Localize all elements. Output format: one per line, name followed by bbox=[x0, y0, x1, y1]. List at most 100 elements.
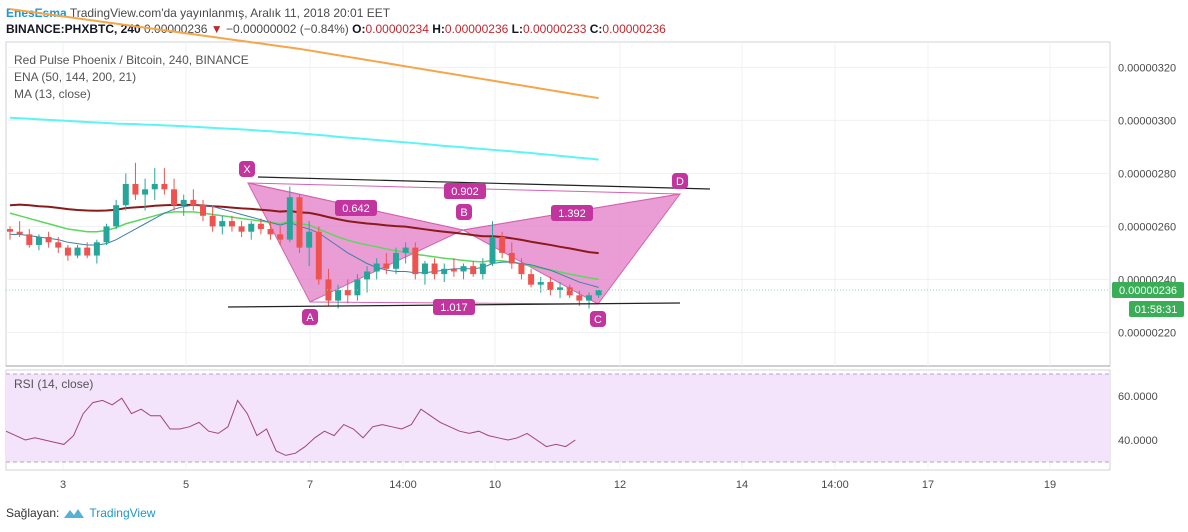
candle bbox=[228, 215, 235, 232]
candle-body bbox=[499, 237, 506, 253]
tradingview-link[interactable]: TradingView bbox=[89, 506, 156, 520]
candle-body bbox=[373, 263, 380, 272]
candle bbox=[180, 194, 187, 216]
candle-body bbox=[122, 184, 129, 206]
candle-body bbox=[364, 271, 371, 280]
candle-body bbox=[306, 231, 313, 248]
rsi-tick-label: 40.0000 bbox=[1118, 435, 1158, 447]
point-badge bbox=[302, 309, 318, 325]
candle-body bbox=[470, 266, 477, 275]
chart-header: EnesEsma TradingView.com'da yayınlanmış,… bbox=[6, 5, 666, 37]
candle-body bbox=[151, 184, 158, 190]
chart-title-legend[interactable]: Red Pulse Phoenix / Bitcoin, 240, BINANC… bbox=[14, 53, 249, 67]
candle-body bbox=[489, 237, 496, 264]
ema-legend[interactable]: ENA (50, 144, 200, 21) bbox=[14, 70, 137, 84]
candle bbox=[354, 274, 361, 301]
candle-body bbox=[528, 274, 535, 285]
candle-body bbox=[142, 189, 149, 195]
price-change: −0.00000002 (−0.84%) bbox=[226, 22, 349, 36]
candle-body bbox=[103, 226, 110, 243]
candle bbox=[74, 244, 81, 259]
candle bbox=[190, 189, 197, 211]
candle bbox=[132, 162, 139, 200]
tradingview-logo-icon bbox=[64, 509, 85, 518]
series-line-3 bbox=[9, 8, 599, 100]
close-label: C: bbox=[589, 22, 603, 36]
candle-body bbox=[277, 234, 284, 240]
ratio-label: 1.392 bbox=[558, 208, 586, 220]
y-tick-label: 0.00000280 bbox=[1118, 168, 1176, 180]
open-label: O: bbox=[352, 22, 366, 36]
candle-body bbox=[325, 279, 332, 301]
candle bbox=[470, 260, 477, 277]
y-tick-label: 0.00000300 bbox=[1118, 115, 1176, 127]
x-tick-label: 3 bbox=[60, 479, 66, 491]
candle-body bbox=[257, 223, 264, 230]
candle-body bbox=[171, 189, 178, 206]
last-price: 0.00000236 bbox=[144, 22, 208, 36]
candle-body bbox=[412, 247, 419, 275]
candle bbox=[142, 178, 149, 211]
candle-body bbox=[286, 197, 293, 240]
low-label: L: bbox=[511, 22, 523, 36]
point-label: D bbox=[676, 176, 684, 188]
candle bbox=[315, 226, 322, 285]
candle bbox=[248, 221, 255, 240]
candle-body bbox=[479, 263, 486, 275]
candle-body bbox=[508, 252, 515, 264]
series-line-5 bbox=[10, 204, 599, 288]
candle bbox=[238, 221, 245, 237]
candle-body bbox=[335, 290, 342, 301]
candle bbox=[547, 276, 554, 296]
candle bbox=[383, 252, 390, 275]
candle bbox=[344, 279, 351, 304]
point-a: A bbox=[302, 309, 318, 325]
candle-body bbox=[200, 205, 206, 216]
y-tick-label: 0.00000260 bbox=[1118, 221, 1176, 233]
high-value: 0.00000236 bbox=[444, 22, 509, 36]
ratio-badge bbox=[433, 299, 475, 315]
x-tick-label: 12 bbox=[614, 479, 626, 491]
candle-body bbox=[441, 268, 448, 275]
low-value: 0.00000233 bbox=[522, 22, 587, 36]
candle-body bbox=[64, 247, 71, 256]
candle bbox=[393, 247, 399, 275]
candle bbox=[431, 258, 438, 280]
candle-body bbox=[7, 229, 13, 232]
x-tick-label: 17 bbox=[922, 479, 934, 491]
candle bbox=[122, 173, 129, 211]
candle bbox=[325, 268, 332, 306]
candle-body bbox=[190, 199, 197, 206]
y-tick-label: 0.00000320 bbox=[1118, 62, 1176, 74]
candle-body bbox=[84, 247, 91, 256]
ratio-label: 1.017 bbox=[440, 302, 468, 314]
candle-body bbox=[402, 247, 409, 253]
point-badge bbox=[456, 204, 472, 220]
x-tick-label: 14:00 bbox=[389, 479, 417, 491]
point-badge bbox=[590, 311, 606, 327]
point-x: X bbox=[239, 161, 255, 177]
x-tick-label: 14 bbox=[736, 479, 748, 491]
candle-body bbox=[180, 199, 187, 206]
countdown-text: 01:58:31 bbox=[1135, 304, 1178, 316]
candle-body bbox=[35, 237, 42, 245]
candle-body bbox=[209, 215, 216, 227]
ratio-tag: 0.902 bbox=[444, 183, 486, 199]
candle-body bbox=[344, 290, 351, 296]
ma-legend[interactable]: MA (13, close) bbox=[14, 87, 91, 101]
rsi-band bbox=[6, 374, 1110, 462]
candle-body bbox=[45, 237, 52, 243]
candle bbox=[595, 290, 602, 298]
last-price-badge bbox=[1112, 282, 1184, 298]
candle bbox=[45, 231, 52, 248]
candle bbox=[566, 284, 573, 298]
candle bbox=[296, 194, 303, 253]
candle-body bbox=[576, 295, 583, 301]
ratio-tag: 0.642 bbox=[335, 200, 377, 216]
candle-body bbox=[296, 197, 303, 248]
rsi-legend[interactable]: RSI (14, close) bbox=[14, 377, 94, 391]
candle bbox=[335, 284, 342, 309]
candle-body bbox=[228, 221, 235, 227]
candle bbox=[576, 290, 583, 306]
